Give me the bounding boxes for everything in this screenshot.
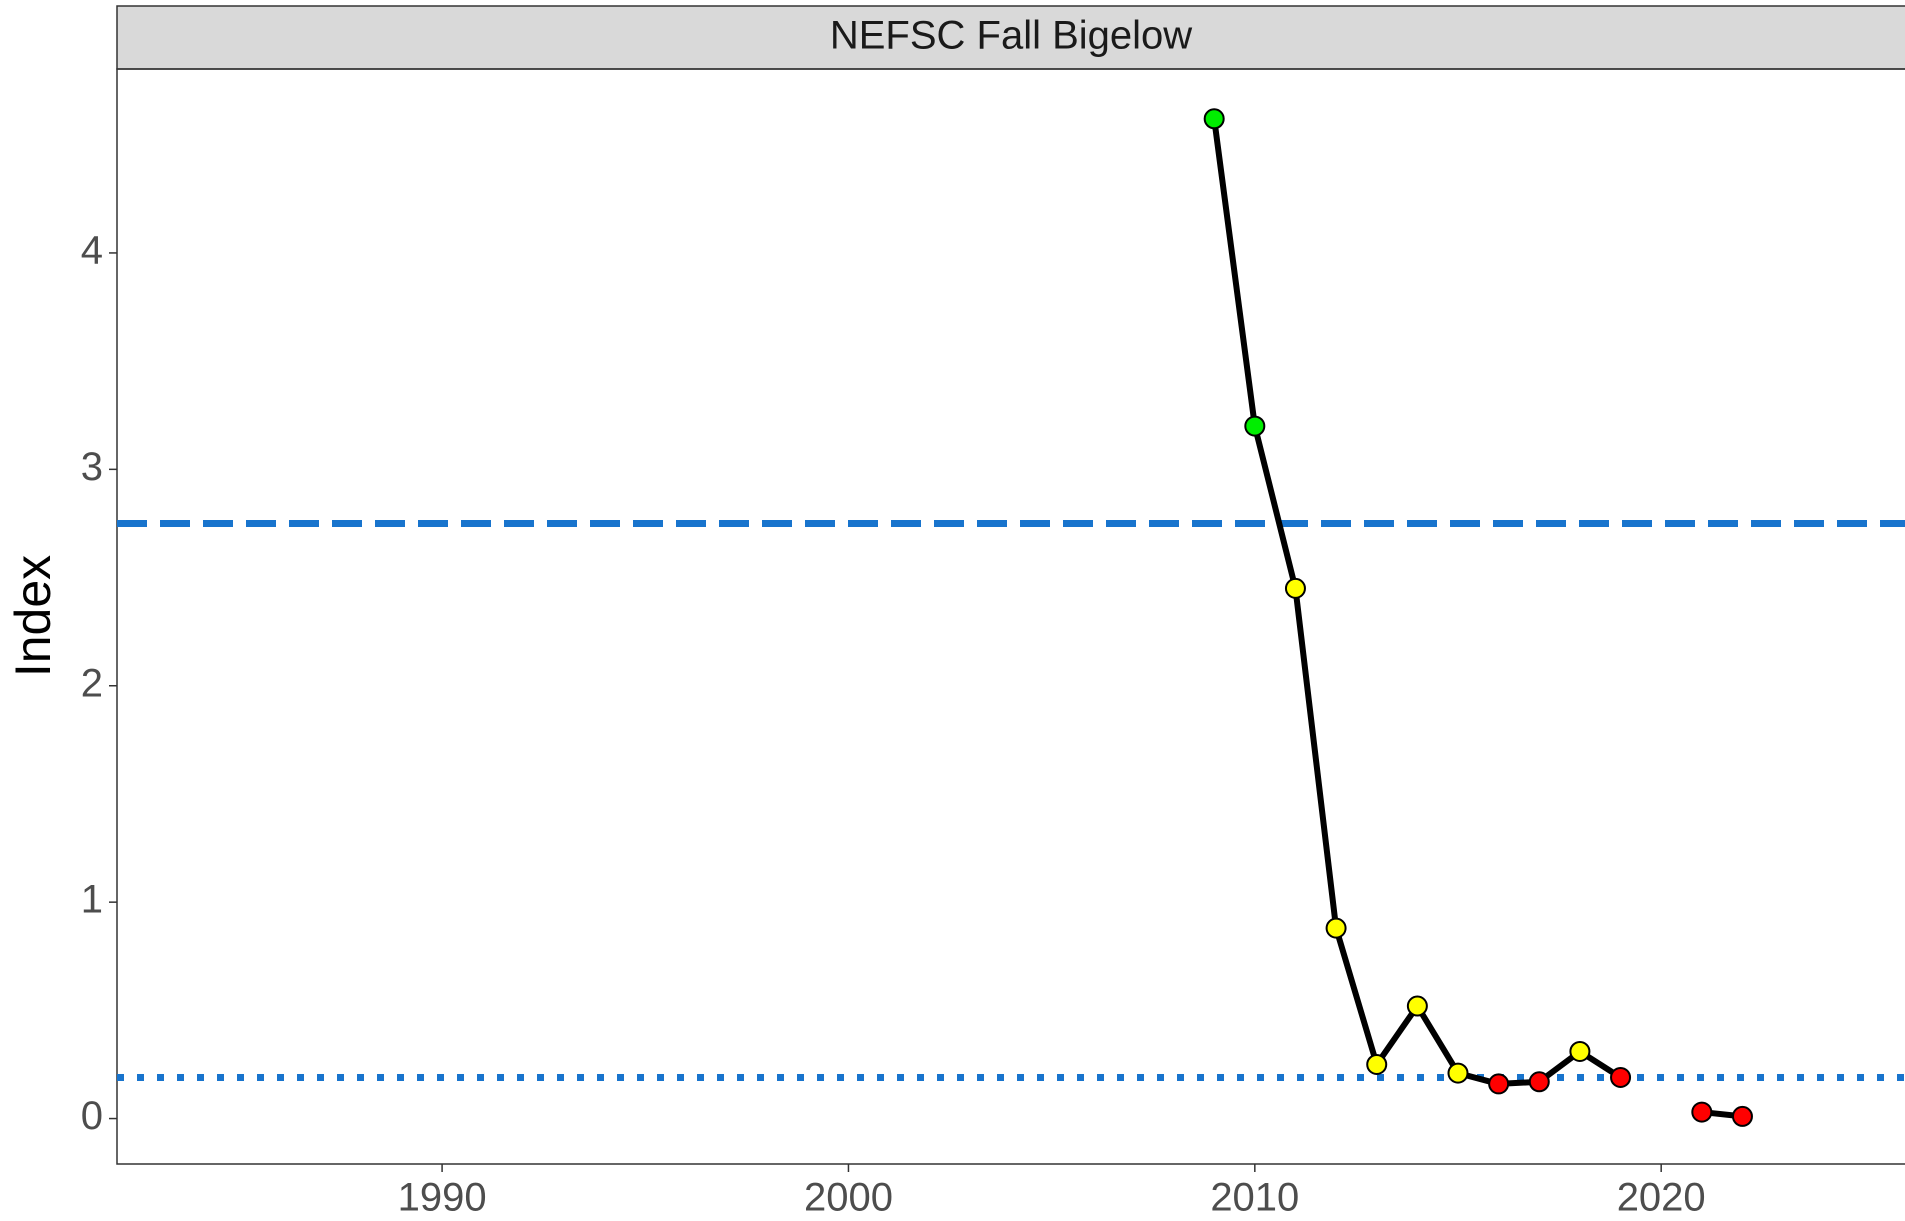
- y-tick-label: 0: [81, 1094, 103, 1138]
- y-tick-label: 3: [81, 445, 103, 489]
- data-point: [1691, 1101, 1713, 1123]
- x-tick-label: 2000: [804, 1176, 893, 1220]
- data-point: [1528, 1071, 1550, 1093]
- y-tick-label: 4: [81, 229, 103, 273]
- data-point: [1366, 1053, 1388, 1075]
- y-axis-title: Index: [5, 555, 61, 677]
- strip: [116, 5, 1905, 70]
- data-point: [1284, 577, 1306, 599]
- y-tick-label: 1: [81, 878, 103, 922]
- x-tick-label: 2010: [1210, 1176, 1299, 1220]
- panel-border: [116, 68, 1905, 1165]
- data-point: [1488, 1073, 1510, 1095]
- data-point: [1447, 1062, 1469, 1084]
- y-tick-label: 2: [81, 661, 103, 705]
- data-point: [1244, 415, 1266, 437]
- data-point: [1610, 1066, 1632, 1088]
- x-tick-label: 1990: [398, 1176, 487, 1220]
- data-point: [1203, 108, 1225, 130]
- data-point: [1569, 1040, 1591, 1062]
- data-point: [1731, 1105, 1753, 1127]
- x-tick-label: 2020: [1617, 1176, 1706, 1220]
- data-point: [1325, 917, 1347, 939]
- data-point: [1406, 995, 1428, 1017]
- chart-title: NEFSC Fall Bigelow: [830, 14, 1192, 58]
- series-line: [1211, 118, 1743, 1120]
